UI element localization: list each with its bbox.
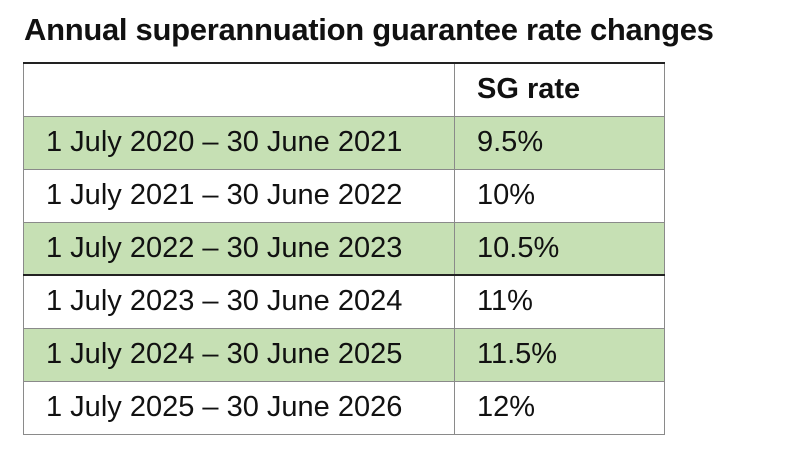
period-cell: 1 July 2020 – 30 June 2021 (23, 115, 455, 170)
table-row: 1 July 2025 – 30 June 2026 12% (23, 380, 665, 435)
sg-rate-table: SG rate 1 July 2020 – 30 June 2021 9.5% … (23, 62, 665, 435)
table-header-row: SG rate (23, 62, 665, 117)
table-row: 1 July 2024 – 30 June 2025 11.5% (23, 327, 665, 382)
rate-cell: 9.5% (454, 115, 665, 170)
period-column-header (23, 62, 455, 117)
period-cell: 1 July 2021 – 30 June 2022 (23, 168, 455, 223)
table-row: 1 July 2022 – 30 June 2023 10.5% (23, 221, 665, 276)
rate-cell: 10.5% (454, 221, 665, 276)
table-row: 1 July 2020 – 30 June 2021 9.5% (23, 115, 665, 170)
table-row: 1 July 2023 – 30 June 2024 11% (23, 274, 665, 329)
rate-cell: 11% (454, 274, 665, 329)
rate-cell: 10% (454, 168, 665, 223)
period-cell: 1 July 2025 – 30 June 2026 (23, 380, 455, 435)
table-title: Annual superannuation guarantee rate cha… (24, 12, 714, 47)
table-row: 1 July 2021 – 30 June 2022 10% (23, 168, 665, 223)
period-cell: 1 July 2023 – 30 June 2024 (23, 274, 455, 329)
rate-cell: 12% (454, 380, 665, 435)
period-cell: 1 July 2024 – 30 June 2025 (23, 327, 455, 382)
period-cell: 1 July 2022 – 30 June 2023 (23, 221, 455, 276)
rate-cell: 11.5% (454, 327, 665, 382)
sg-rate-column-header: SG rate (454, 62, 665, 117)
